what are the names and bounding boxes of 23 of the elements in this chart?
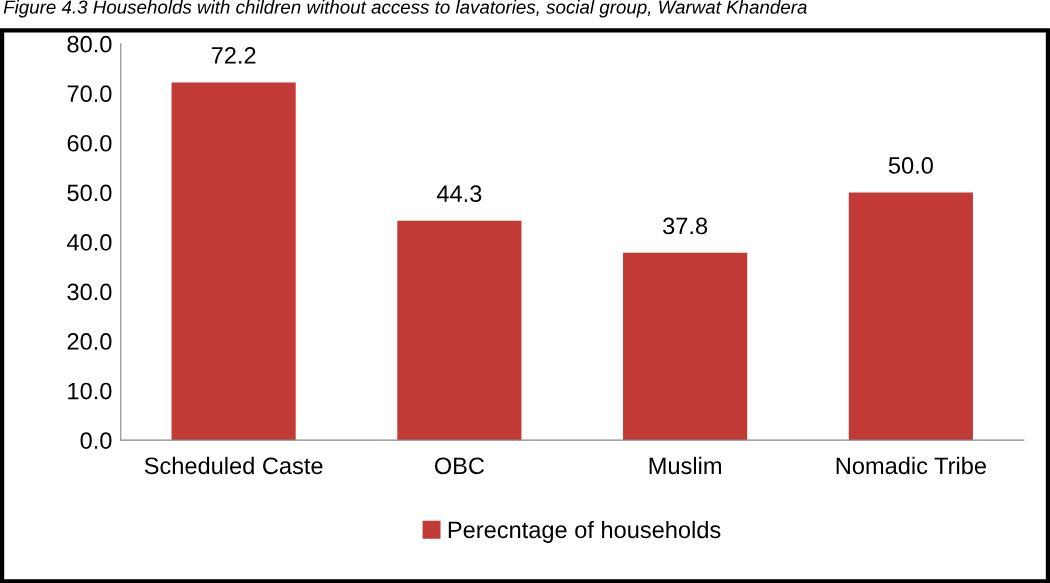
y-tick-label: 80.0 [67,35,112,53]
x-tick-label: Nomadic Tribe [836,456,986,475]
chart-title: Figure 4.3 Households with children without access to lavatories, social group, Warwat Khandera [3,0,807,18]
text: 72.2 [211,47,256,64]
bar [848,192,973,441]
x-tick-label: Muslim [649,456,721,475]
legend-label: Perecntage of households [448,520,721,543]
y-tick-label: 50.0 [67,184,112,202]
y-tick-label: 70.0 [67,85,112,103]
bar [397,220,522,441]
y-tick-label: 10.0 [68,382,112,400]
y-tick-label: 20.0 [67,333,112,350]
bar [171,82,296,441]
x-tick-label: Scheduled Caste [144,456,323,475]
y-tick-label: 40.0 [67,234,112,251]
text: 37.8 [663,217,708,235]
bar [623,252,748,441]
y-tick-label: 0.0 [80,432,112,449]
y-tick-label: 30.0 [67,283,112,301]
text: 50.0 [888,157,933,174]
text: 44.3 [436,185,482,203]
y-tick-label: 60.0 [67,134,112,152]
x-tick-label: OBC [434,457,485,475]
